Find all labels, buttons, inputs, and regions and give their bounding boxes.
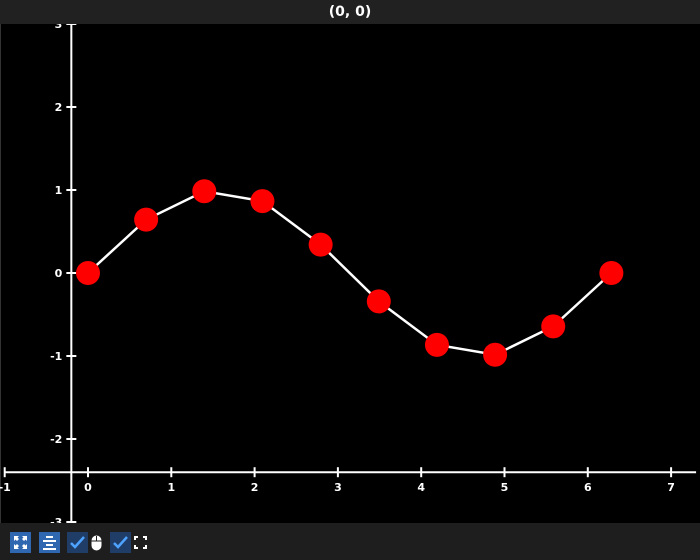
data-point [76,261,100,285]
x-tick-label: 5 [501,481,509,494]
x-tick-label: 4 [417,481,425,494]
y-tick-label: 0 [55,267,63,280]
data-point [250,189,275,214]
y-tick-label: -2 [50,433,62,446]
reset-axes-button[interactable] [10,532,31,553]
chart-svg: -1 0 1 2 3 4 5 6 7 -3 -2 -1 0 1 2 3 [0,24,697,523]
x-tick-label: 7 [667,481,675,494]
data-point [134,207,159,232]
window-title: (0, 0) [0,0,700,24]
data-point [541,314,566,339]
x-tick-label: 3 [334,481,342,494]
toolbar [0,523,700,560]
x-tick-label: 1 [167,481,175,494]
fullscreen-icon [133,536,147,549]
checkbox-checked-icon [70,536,85,549]
checkbox-checked-icon [113,536,128,549]
series-line [87,189,613,357]
y-tick-label: 3 [55,24,63,31]
x-tick-label: 6 [584,481,592,494]
data-point [424,332,449,357]
data-point [599,261,624,285]
data-point [366,289,391,314]
y-tick-label: 1 [55,184,63,197]
x-tick-label: 0 [84,481,92,494]
align-button[interactable] [39,532,60,553]
fullscreen-checkbox[interactable] [110,532,131,553]
x-tick-label: -1 [0,481,11,494]
x-tick-label: 2 [251,481,259,494]
fullscreen-button[interactable] [131,532,149,553]
plot-area[interactable]: -1 0 1 2 3 4 5 6 7 -3 -2 -1 0 1 2 3 [0,24,700,523]
align-center-icon [43,536,56,550]
y-tick-label: 2 [55,101,63,114]
data-point [192,179,217,204]
y-tick-label: -3 [50,516,62,523]
y-tick-label: -1 [50,350,62,363]
data-point [308,232,333,257]
mouse-interaction-checkbox[interactable] [67,532,88,553]
data-point [483,342,508,367]
mouse-icon-wrap [88,532,104,553]
mouse-icon [91,535,101,550]
reset-axes-icon [14,536,27,549]
